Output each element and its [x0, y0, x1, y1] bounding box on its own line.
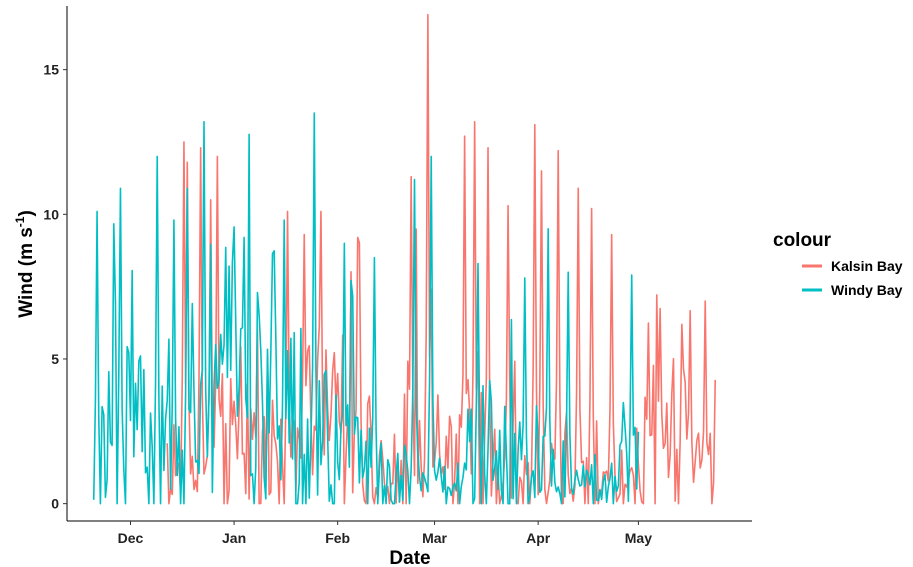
- y-ticks: 0 5 10 15: [43, 62, 67, 512]
- x-axis-title: Date: [389, 548, 430, 567]
- series-layer: [92, 13, 717, 505]
- legend-label-windy-bay: Windy Bay: [831, 282, 903, 298]
- y-tick-label: 15: [43, 62, 59, 78]
- x-tick-label: Jan: [222, 530, 246, 546]
- x-tick-label: Apr: [526, 530, 551, 546]
- series-line-windy-bay: [92, 112, 640, 505]
- legend-label-kalsin-bay: Kalsin Bay: [831, 258, 903, 274]
- y-tick-label: 10: [43, 206, 59, 222]
- y-tick-label: 5: [51, 351, 59, 367]
- y-axis-title-close: ): [16, 210, 37, 216]
- x-tick-label: May: [625, 530, 652, 546]
- y-tick-label: 0: [51, 496, 59, 512]
- y-axis-title-main: Wind (m s: [16, 227, 37, 318]
- x-tick-label: Feb: [325, 530, 350, 546]
- x-tick-label: Dec: [118, 530, 144, 546]
- x-ticks: Dec Jan Feb Mar Apr May: [118, 521, 652, 546]
- y-axis-title: Wind (m s-1): [13, 210, 37, 318]
- x-tick-label: Mar: [422, 530, 447, 546]
- legend: colour Kalsin Bay Windy Bay: [773, 230, 903, 298]
- legend-title: colour: [773, 230, 832, 251]
- y-axis-title-superscript: -1: [13, 216, 27, 227]
